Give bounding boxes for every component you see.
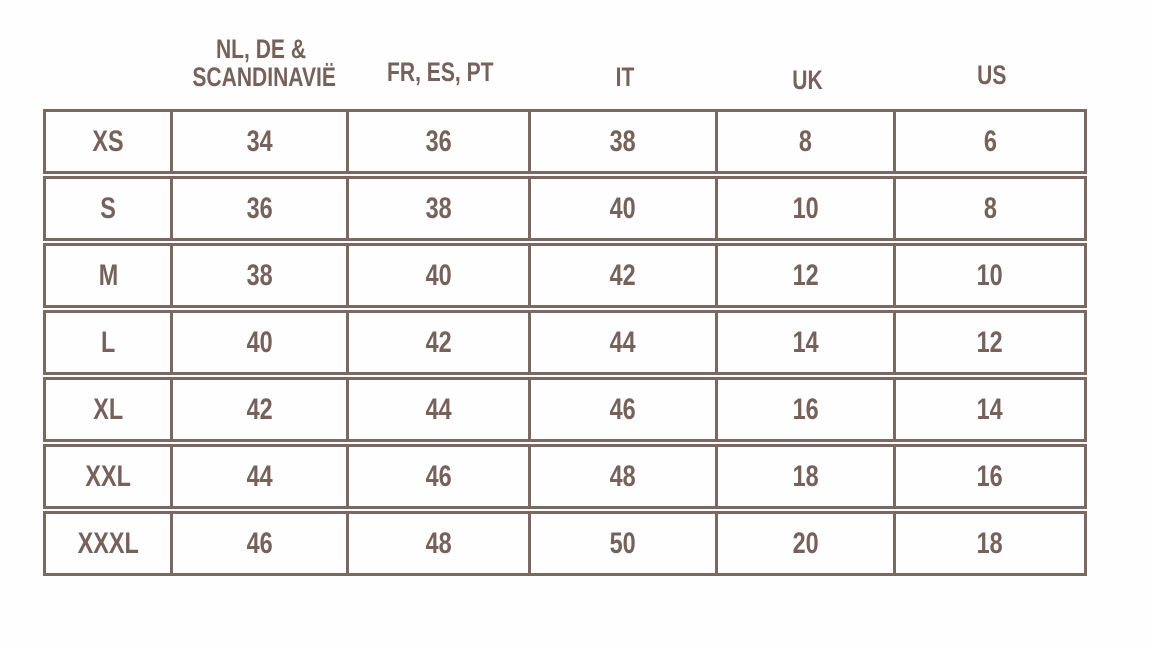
row-label: XL: [93, 392, 123, 426]
table-cell: 14: [715, 313, 893, 372]
table-cell: 46: [346, 447, 528, 506]
table-cell: 8: [715, 112, 893, 171]
table-cell: 12: [893, 313, 1084, 372]
table-cell: 46: [170, 514, 346, 573]
table-cell: 48: [346, 514, 528, 573]
column-header-us: US: [896, 61, 1087, 89]
table-row-l: L 40 42 44 14 12: [43, 310, 1087, 375]
table-cell: 14: [893, 380, 1084, 439]
table-cell: 50: [528, 514, 715, 573]
table-cell: 48: [528, 447, 715, 506]
column-header-uk: UK: [718, 66, 896, 94]
table-cell: 42: [170, 380, 346, 439]
row-label: XXXL: [77, 526, 139, 560]
table-cell: 36: [346, 112, 528, 171]
row-label: XS: [92, 124, 124, 158]
table-cell: 44: [528, 313, 715, 372]
row-label: S: [100, 191, 116, 225]
column-header-label: FR, ES, PT: [386, 57, 494, 87]
table-cell: 18: [893, 514, 1084, 573]
table-row-m: M 38 40 42 12 10: [43, 243, 1087, 308]
column-header-it: IT: [531, 63, 718, 91]
table-row-xxxl: XXXL 46 48 50 20 18: [43, 511, 1087, 576]
table-cell: 20: [715, 514, 893, 573]
table-row-xxl: XXL 44 46 48 18 16: [43, 444, 1087, 509]
table-cell: 40: [528, 179, 715, 238]
table-cell: 40: [170, 313, 346, 372]
column-header-label: SCANDINAVIË: [192, 62, 336, 92]
column-header-label: NL, DE &: [215, 34, 307, 64]
table-cell: 42: [346, 313, 528, 372]
table-cell: 12: [715, 246, 893, 305]
table-cell: 44: [346, 380, 528, 439]
table-cell: 10: [893, 246, 1084, 305]
row-label: XXL: [85, 459, 131, 493]
table-row-s: S 36 38 40 10 8: [43, 176, 1087, 241]
table-cell: 34: [170, 112, 346, 171]
table-cell: 16: [893, 447, 1084, 506]
table-cell: 10: [715, 179, 893, 238]
column-header-label: US: [976, 60, 1007, 90]
table-cell: 16: [715, 380, 893, 439]
column-headers: NL, DE & SCANDINAVIË FR, ES, PT IT UK US: [43, 0, 1087, 110]
table-cell: 42: [528, 246, 715, 305]
table-cell: 38: [528, 112, 715, 171]
table-cell: 6: [893, 112, 1084, 171]
table-cell: 36: [170, 179, 346, 238]
row-label: L: [100, 325, 116, 359]
row-label: M: [98, 258, 118, 292]
table-cell: 18: [715, 447, 893, 506]
table-row-xs: XS 34 36 38 8 6: [43, 109, 1087, 174]
table-cell: 38: [346, 179, 528, 238]
column-header-nl-de-scandinavie: NL, DE & SCANDINAVIË: [173, 35, 349, 91]
table-cell: 38: [170, 246, 346, 305]
table-cell: 44: [170, 447, 346, 506]
table-cell: 40: [346, 246, 528, 305]
column-header-label: UK: [791, 65, 823, 95]
table-cell: 46: [528, 380, 715, 439]
table-row-xl: XL 42 44 46 16 14: [43, 377, 1087, 442]
column-header-label: IT: [615, 62, 634, 92]
column-header-fr-es-pt: FR, ES, PT: [349, 58, 531, 86]
table-cell: 8: [893, 179, 1084, 238]
size-table: XS 34 36 38 8 6 S 36 38 40 10 8 M 38 40 …: [43, 109, 1087, 576]
